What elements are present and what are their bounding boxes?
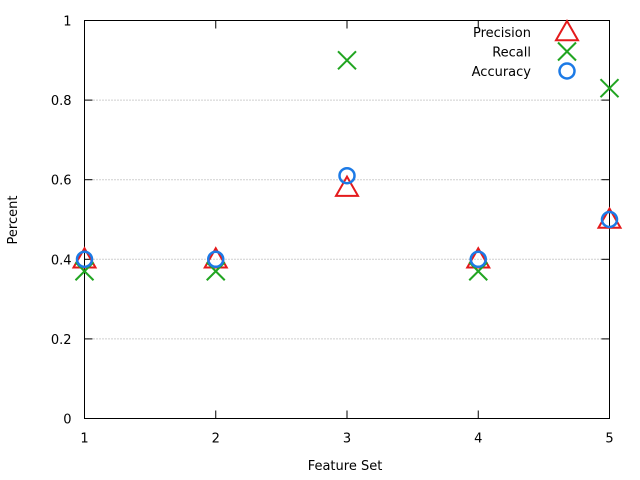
legend-label: Accuracy — [472, 65, 532, 80]
accuracy-point — [600, 210, 619, 229]
recall-point — [599, 78, 620, 98]
grid-lines — [84, 99, 610, 340]
x-tick-label: 1 — [80, 432, 88, 447]
y-axis: 0 0.2 0.4 0.6 0.8 1 — [51, 15, 610, 428]
legend-cross-icon — [557, 41, 577, 62]
legend-label: Precision — [473, 26, 531, 41]
series-accuracy — [75, 166, 619, 269]
series-recall — [74, 50, 620, 281]
legend-label: Recall — [492, 46, 531, 61]
legend-triangle-icon — [554, 18, 580, 42]
x-axis-label: Feature Set — [308, 459, 383, 474]
legend: Precision Recall Accuracy — [472, 18, 580, 80]
plot-frame — [84, 20, 610, 419]
x-tick-label: 2 — [212, 432, 220, 447]
y-tick-label: 0.2 — [51, 333, 72, 348]
accuracy-point — [338, 166, 356, 185]
x-axis: 1 2 3 4 5 — [80, 20, 614, 447]
x-tick-label: 4 — [474, 432, 482, 447]
data-points — [71, 50, 623, 281]
precision-point — [334, 174, 360, 197]
series-precision — [71, 174, 623, 269]
y-tick-label: 0.6 — [51, 174, 72, 189]
y-tick-label: 0 — [63, 413, 71, 428]
y-tick-label: 0.8 — [51, 94, 72, 109]
legend-circle-icon — [558, 62, 576, 80]
accuracy-point — [207, 250, 225, 269]
accuracy-point — [75, 250, 94, 269]
recall-point — [337, 50, 357, 71]
y-axis-label: Percent — [6, 196, 21, 245]
x-tick-label: 3 — [343, 432, 351, 447]
x-tick-label: 5 — [605, 432, 613, 447]
y-tick-label: 1 — [63, 15, 71, 30]
y-tick-label: 0.4 — [51, 253, 72, 268]
accuracy-point — [469, 250, 487, 269]
